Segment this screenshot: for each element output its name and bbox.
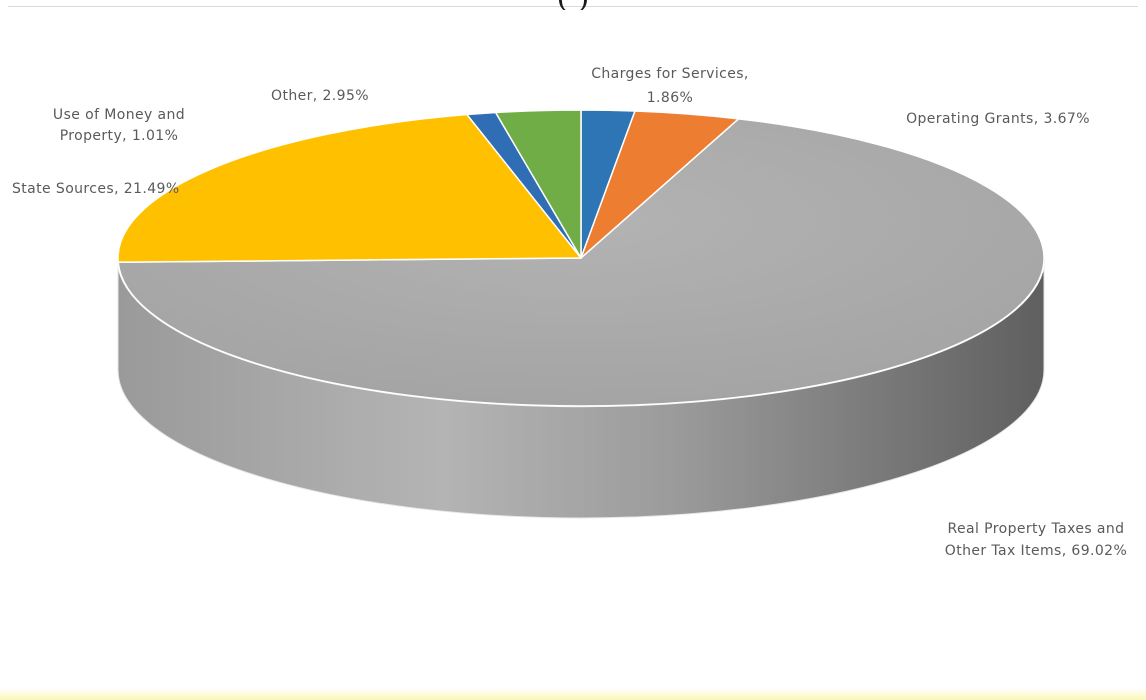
slice-label-line: Use of Money and bbox=[53, 107, 185, 123]
pie-labels: Charges for Services, 1.86% Operating Gran… bbox=[12, 66, 1127, 559]
chart-title-fragment: ( ) bbox=[0, 0, 1146, 10]
slice-label-line: 1.86% bbox=[647, 90, 693, 106]
slice-label-3: Real Property Taxes and Other Tax Items, … bbox=[945, 521, 1127, 559]
pie-slice-6 bbox=[494, 109, 582, 259]
slice-label-line: State Sources, 21.49% bbox=[12, 181, 180, 197]
slice-label-1: Charges for Services, 1.86% bbox=[591, 66, 749, 106]
pie-slice-4 bbox=[117, 113, 582, 263]
slice-label-6: Other, 2.95% bbox=[271, 88, 369, 104]
slice-label-line: Other Tax Items, 69.02% bbox=[945, 543, 1127, 559]
slice-label-line: Property, 1.01% bbox=[60, 128, 179, 144]
slice-label-5: Use of Money and Property, 1.01% bbox=[53, 107, 185, 144]
slice-label-line: Other, 2.95% bbox=[271, 88, 369, 104]
slice-label-line: Real Property Taxes and bbox=[948, 521, 1125, 537]
slice-label-line: Charges for Services, bbox=[591, 66, 749, 82]
bottom-stripe bbox=[0, 688, 1146, 700]
pie-top-face bbox=[117, 109, 1045, 407]
slice-label-4: State Sources, 21.49% bbox=[12, 181, 180, 197]
top-border bbox=[8, 6, 1138, 7]
pie-slice-3 bbox=[117, 118, 1045, 407]
slice-label-2: Operating Grants, 3.67% bbox=[906, 111, 1090, 127]
slice-label-line: Operating Grants, 3.67% bbox=[906, 111, 1090, 127]
